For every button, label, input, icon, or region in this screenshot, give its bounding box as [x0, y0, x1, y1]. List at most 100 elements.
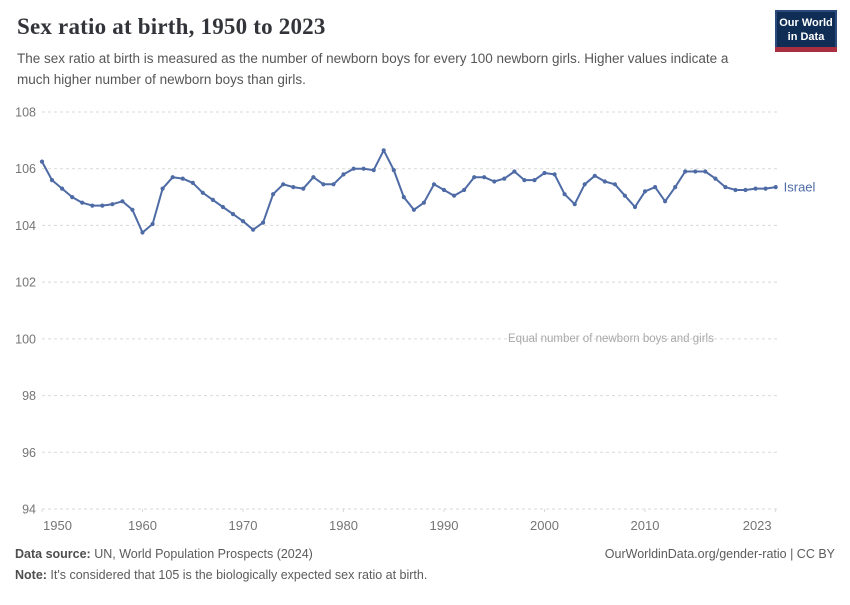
y-axis-label: 100 — [15, 332, 36, 346]
data-point[interactable] — [602, 179, 607, 184]
owid-logo-line2: in Data — [787, 30, 825, 43]
y-axis-label: 98 — [22, 389, 36, 403]
data-point[interactable] — [110, 202, 115, 207]
data-point[interactable] — [462, 187, 467, 193]
data-point[interactable] — [532, 178, 537, 183]
y-axis-label: 104 — [15, 219, 36, 233]
data-point[interactable] — [763, 186, 768, 191]
data-point[interactable] — [592, 173, 597, 178]
data-point[interactable] — [291, 185, 296, 190]
data-point[interactable] — [180, 176, 185, 181]
data-point[interactable] — [411, 207, 416, 212]
y-axis-label: 94 — [22, 502, 36, 516]
owid-logo-line1: Our World — [779, 17, 833, 29]
y-axis-label: 102 — [15, 276, 36, 290]
data-point[interactable] — [703, 169, 708, 174]
data-point[interactable] — [582, 182, 587, 187]
data-point[interactable] — [552, 172, 557, 177]
data-point[interactable] — [542, 170, 547, 176]
data-point[interactable] — [210, 197, 215, 202]
data-point[interactable] — [60, 186, 65, 191]
data-point[interactable] — [120, 199, 125, 204]
data-point[interactable] — [160, 186, 165, 191]
data-point[interactable] — [331, 182, 336, 187]
data-point[interactable] — [130, 207, 135, 212]
data-point[interactable] — [261, 220, 266, 225]
data-point[interactable] — [653, 185, 658, 190]
data-point[interactable] — [431, 182, 437, 187]
data-point[interactable] — [673, 185, 678, 190]
data-point[interactable] — [150, 221, 155, 227]
data-point[interactable] — [753, 186, 758, 191]
data-point[interactable] — [612, 182, 618, 187]
data-point[interactable] — [230, 212, 236, 217]
data-point[interactable] — [361, 166, 366, 171]
data-point[interactable] — [80, 200, 85, 205]
data-point[interactable] — [140, 230, 145, 235]
data-point[interactable] — [723, 185, 728, 190]
data-point[interactable] — [240, 219, 246, 224]
data-point[interactable] — [642, 189, 648, 194]
data-point[interactable] — [100, 203, 105, 208]
data-point[interactable] — [220, 204, 225, 210]
equal-ratio-annotation: Equal number of newborn boys and girls — [508, 333, 714, 345]
data-point[interactable] — [190, 180, 195, 185]
data-point[interactable] — [341, 172, 346, 177]
data-point[interactable] — [200, 190, 205, 195]
data-point[interactable] — [281, 182, 286, 187]
note-line: Note: It's considered that 105 is the bi… — [15, 565, 427, 586]
data-point[interactable] — [321, 182, 326, 187]
data-point[interactable] — [351, 166, 356, 171]
data-point[interactable] — [271, 192, 276, 197]
data-point[interactable] — [381, 148, 386, 153]
data-point[interactable] — [622, 193, 628, 198]
owid-logo[interactable]: Our World in Data — [775, 10, 837, 49]
data-point[interactable] — [502, 176, 507, 181]
data-point[interactable] — [90, 203, 95, 208]
data-point[interactable] — [452, 193, 457, 198]
data-point[interactable] — [663, 199, 668, 204]
owid-logo-red-bar — [775, 47, 837, 52]
data-point[interactable] — [251, 227, 256, 232]
data-point[interactable] — [49, 178, 55, 183]
data-point[interactable] — [632, 204, 638, 210]
data-source-text: UN, World Population Prospects (2024) — [90, 547, 313, 561]
y-axis-label: 108 — [15, 106, 36, 120]
citation-link[interactable]: OurWorldinData.org/gender-ratio | CC BY — [604, 547, 835, 561]
data-point[interactable] — [311, 175, 316, 180]
data-point[interactable] — [482, 175, 487, 180]
data-point[interactable] — [170, 175, 175, 180]
data-point[interactable] — [693, 169, 698, 174]
chart-subtitle: The sex ratio at birth is measured as th… — [17, 51, 729, 87]
data-point[interactable] — [301, 186, 306, 191]
data-point[interactable] — [683, 169, 688, 174]
data-point[interactable] — [522, 178, 527, 183]
data-point[interactable] — [472, 175, 477, 180]
series-line-israel[interactable] — [41, 149, 777, 234]
x-axis-label: 1960 — [128, 518, 157, 533]
x-axis-label: 1950 — [43, 518, 72, 533]
chart-footer: Data source: UN, World Population Prospe… — [15, 544, 835, 585]
data-point[interactable] — [773, 185, 778, 190]
data-point[interactable] — [421, 200, 426, 205]
data-point[interactable] — [391, 168, 396, 173]
y-axis-label: 96 — [22, 446, 36, 460]
x-axis-label: 2010 — [631, 518, 660, 533]
data-point[interactable] — [713, 176, 718, 181]
data-point[interactable] — [743, 187, 748, 193]
data-point[interactable] — [572, 202, 577, 207]
data-point[interactable] — [733, 187, 738, 193]
note-label: Note: — [15, 567, 47, 582]
data-point[interactable] — [371, 168, 376, 173]
data-point[interactable] — [401, 195, 406, 200]
data-point[interactable] — [70, 195, 75, 200]
data-point[interactable] — [39, 159, 45, 164]
data-point[interactable] — [492, 179, 497, 184]
data-point[interactable] — [441, 187, 447, 193]
data-point[interactable] — [512, 169, 517, 174]
data-point[interactable] — [562, 192, 567, 197]
x-axis-label: 1970 — [229, 518, 258, 533]
y-axis-label: 106 — [15, 162, 36, 176]
